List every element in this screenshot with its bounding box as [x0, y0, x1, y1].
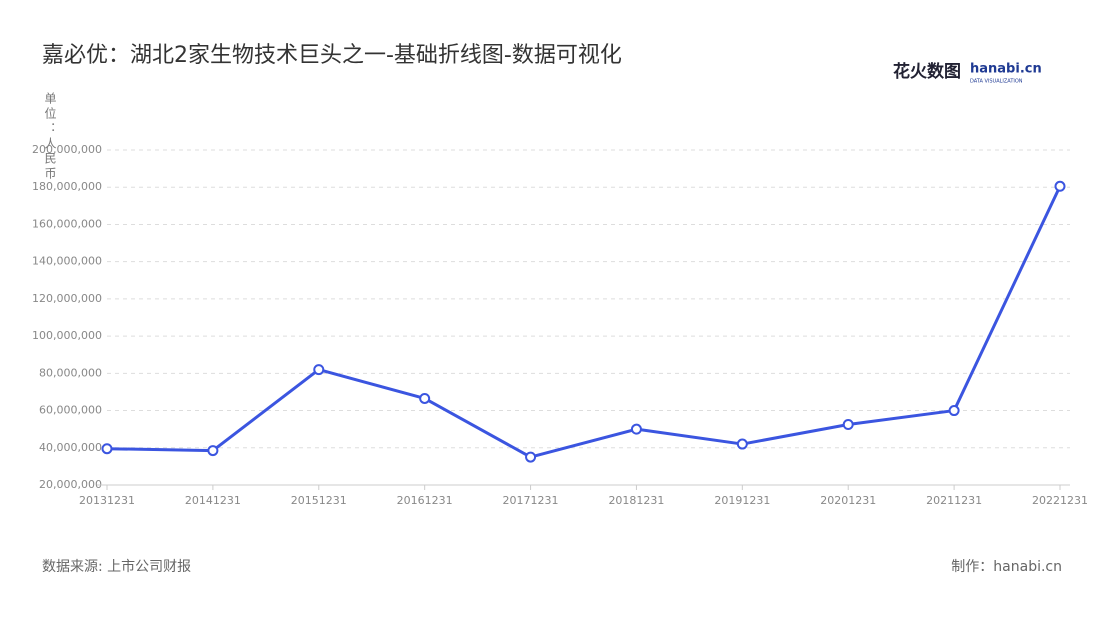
x-tick-label: 20211231 — [926, 494, 982, 507]
x-tick-label: 20201231 — [820, 494, 876, 507]
y-tick-label: 100,000,000 — [32, 329, 102, 342]
point — [419, 392, 431, 404]
y-axis-label: 单位：人民币 — [43, 92, 57, 182]
y-tick-label: 200,000,000 — [32, 143, 102, 156]
x-tick-label: 20171231 — [503, 494, 559, 507]
x-tick-label: 20131231 — [79, 494, 135, 507]
x-tick-label: 20161231 — [397, 494, 453, 507]
y-tick-label: 20,000,000 — [39, 478, 102, 491]
credit: 制作：hanabi.cn — [951, 559, 1062, 575]
y-tick-label: 80,000,000 — [39, 366, 102, 379]
source: 数据来源: 上市公司财报 — [42, 558, 191, 575]
y-tick-label: 60,000,000 — [39, 404, 102, 417]
logo-sub: DATA VISUALIZATION — [970, 79, 1023, 85]
chart-title: 嘉必优：湖北2家生物技术巨头之一-基础折线图-数据可视化 — [42, 43, 622, 68]
x-tick-label: 20191231 — [714, 494, 770, 507]
logo-brand: hanabi.cn — [970, 62, 1042, 77]
y-tick-label: 120,000,000 — [32, 292, 102, 305]
y-tick-label: 140,000,000 — [32, 255, 102, 268]
x-tick-label: 20151231 — [291, 494, 347, 507]
point — [948, 405, 960, 417]
point — [630, 423, 642, 435]
point — [1054, 180, 1066, 192]
point — [842, 419, 854, 431]
line — [106, 185, 1062, 459]
x-tick-label: 20221231 — [1032, 494, 1088, 507]
x-tick-label: 20141231 — [185, 494, 241, 507]
point — [313, 364, 325, 376]
x-tick-label: 20181231 — [608, 494, 664, 507]
point — [525, 451, 537, 463]
y-tick-label: 40,000,000 — [39, 441, 102, 454]
point — [736, 438, 748, 450]
y-tick-label: 160,000,000 — [32, 217, 102, 230]
logo: 花火数图 — [893, 61, 961, 82]
point — [207, 445, 219, 457]
point — [101, 443, 113, 455]
y-tick-label: 180,000,000 — [32, 180, 102, 193]
